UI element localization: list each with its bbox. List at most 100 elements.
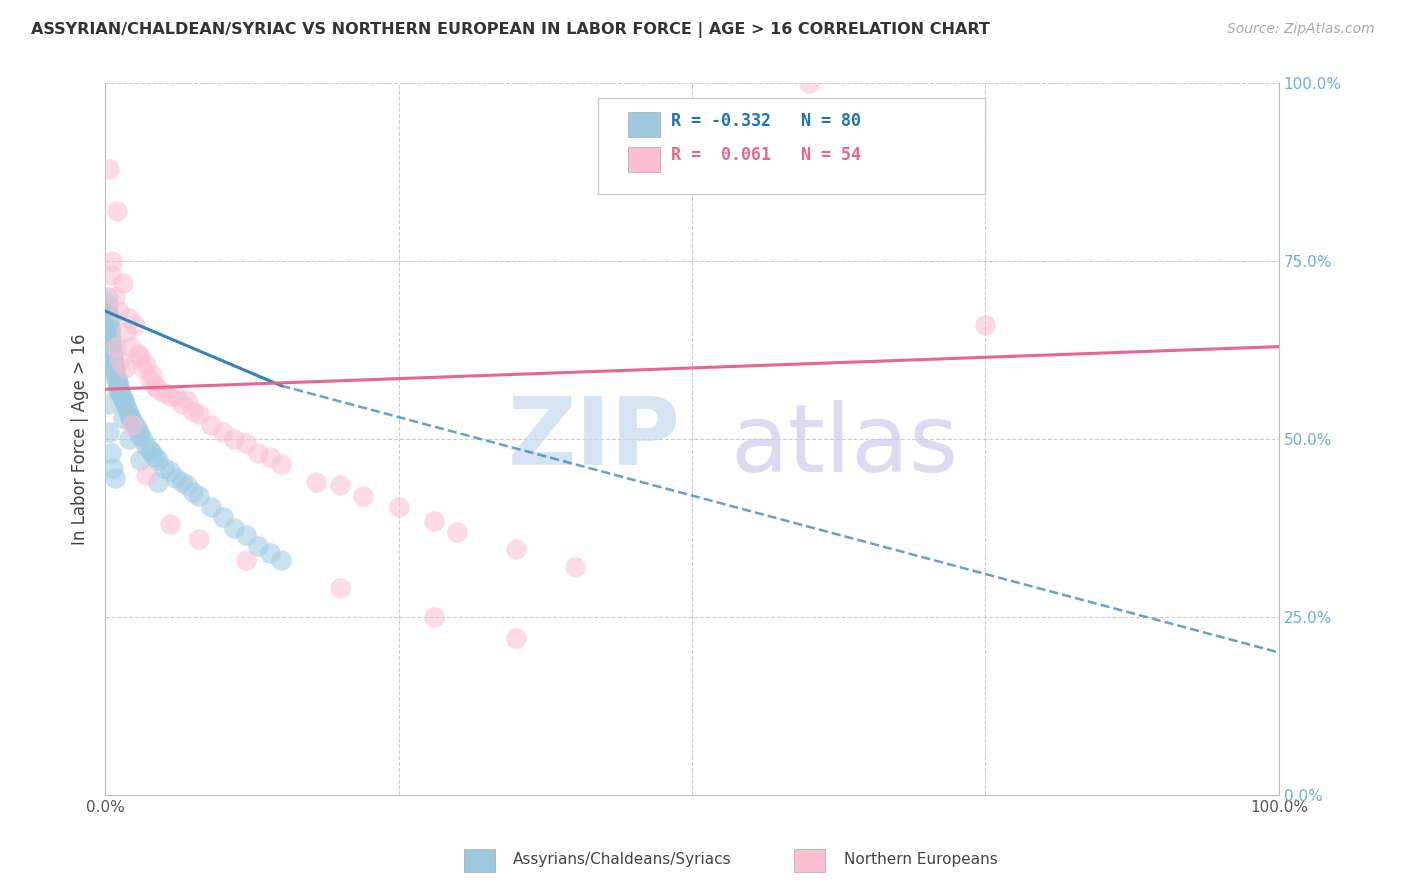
Point xyxy=(101,351,124,365)
Point xyxy=(107,378,129,392)
Point xyxy=(120,340,142,354)
Point xyxy=(120,410,142,425)
Point xyxy=(141,446,163,460)
Point xyxy=(100,340,122,354)
Point xyxy=(100,329,122,343)
Point xyxy=(127,347,149,361)
Point xyxy=(128,425,150,439)
Point xyxy=(118,410,141,425)
Point xyxy=(111,392,134,407)
Point xyxy=(101,347,124,361)
Text: Source: ZipAtlas.com: Source: ZipAtlas.com xyxy=(1227,22,1375,37)
Point xyxy=(101,343,124,358)
Point xyxy=(329,478,352,492)
Point xyxy=(200,500,222,514)
Point xyxy=(211,510,233,524)
Point xyxy=(105,382,128,396)
Point xyxy=(132,360,155,375)
Point xyxy=(270,553,292,567)
Text: Assyrians/Chaldeans/Syriacs: Assyrians/Chaldeans/Syriacs xyxy=(513,852,731,867)
Point xyxy=(143,450,166,464)
Point xyxy=(129,453,152,467)
Point xyxy=(100,268,122,283)
Point xyxy=(104,368,127,382)
Point xyxy=(235,528,257,542)
Point xyxy=(132,432,155,446)
Point xyxy=(103,354,125,368)
Point xyxy=(129,428,152,442)
Point xyxy=(98,322,121,336)
Point xyxy=(100,340,122,354)
FancyBboxPatch shape xyxy=(598,97,986,194)
Point xyxy=(235,553,257,567)
Point xyxy=(423,610,446,624)
Point xyxy=(96,311,118,326)
Point xyxy=(124,318,146,333)
Point xyxy=(270,457,292,471)
Point xyxy=(104,360,127,375)
Point xyxy=(188,489,211,503)
Point xyxy=(103,360,125,375)
Point xyxy=(100,333,122,347)
Point xyxy=(118,432,141,446)
Point xyxy=(97,161,120,176)
Point xyxy=(153,460,176,475)
Point xyxy=(101,347,124,361)
Point xyxy=(188,532,211,546)
Point xyxy=(104,340,127,354)
Point xyxy=(170,475,193,489)
Point xyxy=(564,560,586,574)
Point xyxy=(105,204,128,219)
Point xyxy=(117,403,139,417)
Point xyxy=(98,326,121,340)
Point xyxy=(108,382,131,396)
Point xyxy=(135,439,157,453)
Point xyxy=(146,382,169,396)
Point xyxy=(146,453,169,467)
Point xyxy=(188,407,211,421)
Point xyxy=(352,489,374,503)
Point xyxy=(165,471,187,485)
Point xyxy=(159,389,181,403)
Point xyxy=(110,354,132,368)
Point xyxy=(246,539,269,553)
Point xyxy=(98,318,121,333)
Point xyxy=(305,475,328,489)
Point xyxy=(505,631,527,645)
Point xyxy=(97,308,120,322)
Point xyxy=(98,311,121,326)
Point xyxy=(115,326,138,340)
Point xyxy=(388,500,411,514)
Point xyxy=(211,425,233,439)
Point xyxy=(103,354,125,368)
Point xyxy=(224,432,246,446)
Point xyxy=(100,336,122,351)
Text: R = -0.332   N = 80: R = -0.332 N = 80 xyxy=(671,112,860,130)
Point xyxy=(135,467,157,482)
Point xyxy=(97,290,120,304)
Point xyxy=(111,276,134,290)
Point xyxy=(98,425,121,439)
Point xyxy=(103,358,125,372)
Point xyxy=(118,311,141,326)
Point xyxy=(165,389,187,403)
Point xyxy=(141,368,163,382)
Point xyxy=(115,400,138,414)
Point xyxy=(505,542,527,557)
Point xyxy=(107,375,129,389)
Point xyxy=(97,304,120,318)
Point xyxy=(246,446,269,460)
Point xyxy=(111,410,134,425)
Point xyxy=(259,546,281,560)
Y-axis label: In Labor Force | Age > 16: In Labor Force | Age > 16 xyxy=(72,334,89,545)
Point xyxy=(104,290,127,304)
Point xyxy=(100,446,122,460)
Point xyxy=(124,417,146,432)
Point xyxy=(110,385,132,400)
Point xyxy=(176,392,198,407)
Point xyxy=(135,358,157,372)
Bar xyxy=(627,112,661,136)
Point xyxy=(139,442,162,457)
Text: R =  0.061   N = 54: R = 0.061 N = 54 xyxy=(671,146,860,164)
Point xyxy=(146,475,169,489)
